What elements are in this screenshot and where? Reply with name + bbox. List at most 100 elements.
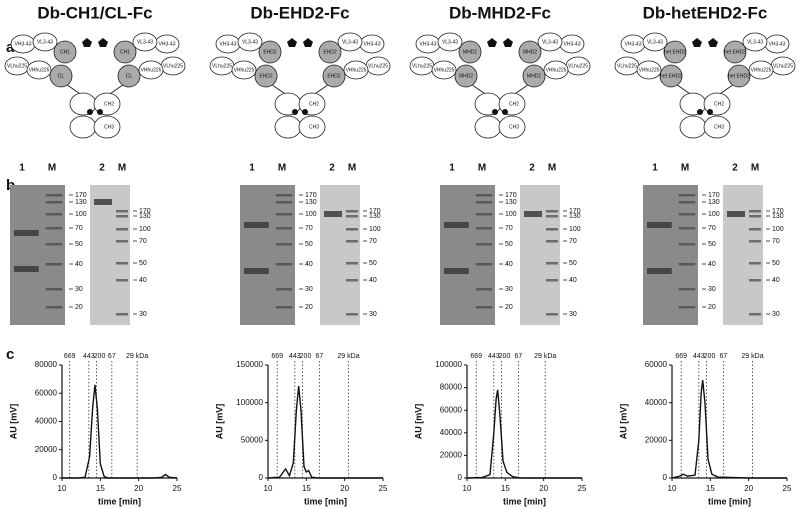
domain bbox=[231, 60, 257, 80]
lane-label: M bbox=[348, 163, 356, 174]
band bbox=[444, 268, 469, 274]
gel bbox=[320, 185, 360, 325]
standard-label: 67 bbox=[719, 353, 727, 360]
domain-label: het EHD2 bbox=[664, 49, 686, 55]
domain bbox=[343, 60, 369, 80]
y-tick-label: 80000 bbox=[35, 360, 58, 369]
marker-band bbox=[275, 194, 293, 197]
marker-band bbox=[678, 306, 696, 309]
glycan bbox=[302, 109, 308, 115]
domain bbox=[748, 60, 774, 80]
domain-label: CH3 bbox=[714, 124, 724, 130]
gel bbox=[440, 185, 495, 325]
marker-band bbox=[45, 243, 63, 246]
marker-label: 20 bbox=[75, 304, 83, 311]
y-tick-label: 40000 bbox=[440, 428, 463, 437]
domain bbox=[454, 64, 478, 88]
marker-band bbox=[346, 240, 358, 243]
marker-label: 40 bbox=[708, 261, 716, 268]
glycan bbox=[503, 38, 513, 47]
y-tick-label: 100000 bbox=[435, 360, 462, 369]
gel bbox=[240, 185, 295, 325]
domain bbox=[254, 64, 278, 88]
trace bbox=[267, 386, 383, 479]
glycan bbox=[287, 38, 297, 47]
marker-label: 170 bbox=[369, 208, 381, 215]
marker-label: 50 bbox=[772, 260, 780, 267]
standard-label: 443 bbox=[693, 353, 705, 360]
marker-label: 130 bbox=[305, 199, 317, 206]
domain-label: VLhu225 bbox=[617, 63, 637, 69]
marker-band bbox=[346, 279, 358, 282]
marker-band bbox=[749, 279, 761, 282]
marker-label: 70 bbox=[75, 225, 83, 232]
y-axis-label: AU [mV] bbox=[214, 404, 224, 440]
gel bbox=[90, 185, 130, 325]
marker-band bbox=[116, 240, 128, 243]
x-tick-label: 15 bbox=[302, 484, 311, 493]
domain-label: VL3-43 bbox=[647, 39, 663, 45]
domain-label: VL3-43 bbox=[242, 39, 258, 45]
domain bbox=[337, 32, 363, 52]
marker-band bbox=[45, 227, 63, 230]
domain-label: het EHD2 bbox=[724, 49, 746, 55]
domain bbox=[458, 40, 482, 64]
band bbox=[727, 211, 745, 217]
domain-label: VLhu225 bbox=[368, 63, 388, 69]
y-tick-label: 60000 bbox=[645, 360, 668, 369]
domain bbox=[322, 64, 346, 88]
glycan bbox=[692, 38, 702, 47]
domain-label: VH3-43 bbox=[364, 41, 381, 47]
standard-label: 443 bbox=[488, 353, 500, 360]
glycan bbox=[708, 38, 718, 47]
y-tick-label: 0 bbox=[259, 473, 264, 482]
marker-label: 40 bbox=[772, 277, 780, 284]
marker-band bbox=[116, 262, 128, 265]
standard-label: 67 bbox=[514, 353, 522, 360]
domain-label: VL3-43 bbox=[37, 39, 53, 45]
band bbox=[647, 268, 672, 274]
domain-label: CH2 bbox=[509, 101, 519, 107]
marker-label: 100 bbox=[139, 226, 151, 233]
domain bbox=[274, 115, 302, 139]
marker-band bbox=[116, 313, 128, 316]
standard-label: 29 kDa bbox=[534, 353, 556, 360]
marker-band bbox=[475, 288, 493, 291]
domain-label: MHD2 bbox=[523, 49, 537, 55]
marker-band bbox=[475, 263, 493, 266]
marker-label: 170 bbox=[708, 192, 720, 199]
domain-label: VL3-43 bbox=[137, 39, 153, 45]
standard-label: 443 bbox=[289, 353, 301, 360]
marker-band bbox=[346, 313, 358, 316]
marker-label: 170 bbox=[569, 208, 581, 215]
standard-label: 67 bbox=[315, 353, 323, 360]
marker-band bbox=[45, 213, 63, 216]
marker-band bbox=[546, 313, 558, 316]
domain-label: het EHD2 bbox=[728, 73, 750, 79]
marker-label: 130 bbox=[772, 213, 784, 220]
domain-label: VL3-43 bbox=[747, 39, 763, 45]
standard-label: 29 kDa bbox=[337, 353, 359, 360]
domain-label: VHhu225 bbox=[751, 67, 772, 73]
band bbox=[94, 199, 112, 205]
x-tick-label: 20 bbox=[744, 484, 753, 493]
y-tick-label: 40000 bbox=[35, 417, 58, 426]
standard-label: 443 bbox=[83, 353, 95, 360]
marker-label: 30 bbox=[772, 311, 780, 318]
domain bbox=[659, 64, 683, 88]
marker-band bbox=[749, 215, 761, 218]
marker-band bbox=[546, 215, 558, 218]
marker-band bbox=[678, 227, 696, 230]
domain bbox=[537, 32, 563, 52]
lane-label: 1 bbox=[19, 163, 25, 174]
y-tick-label: 60000 bbox=[35, 388, 58, 397]
y-tick-label: 20000 bbox=[645, 435, 668, 444]
y-tick-label: 50000 bbox=[241, 435, 264, 444]
domain-label: VH3-43 bbox=[564, 41, 581, 47]
marker-band bbox=[749, 313, 761, 316]
domain bbox=[113, 40, 137, 64]
domain-label: MHD2 bbox=[527, 73, 541, 79]
domain-label: VHhu225 bbox=[434, 67, 455, 73]
domain-label: VHhu225 bbox=[346, 67, 367, 73]
marker-band bbox=[346, 228, 358, 231]
